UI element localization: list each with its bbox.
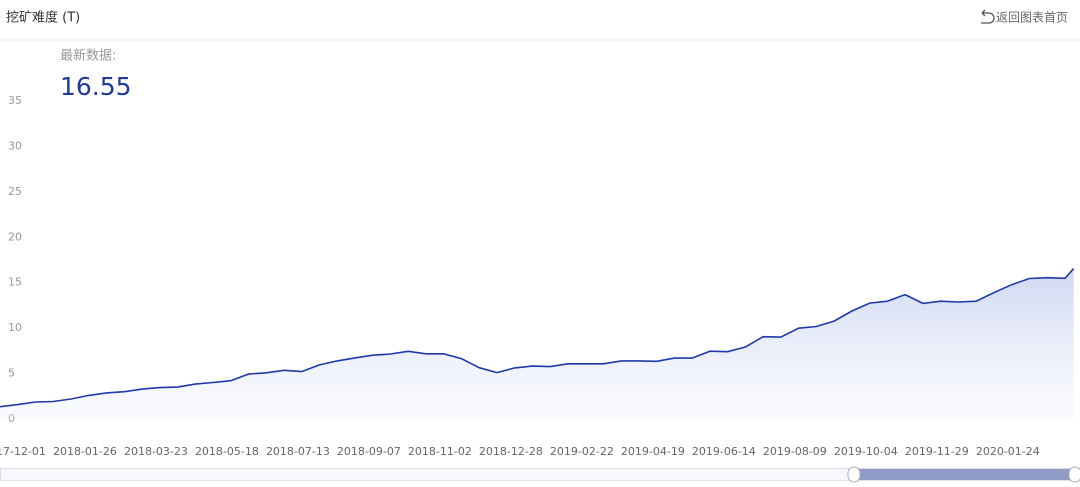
area	[0, 268, 1074, 419]
x-tick-label: 2019-08-09	[763, 445, 827, 458]
y-tick-label: 25	[8, 185, 22, 198]
x-tick-label: 2018-12-28	[479, 445, 543, 458]
x-tick-label: 2019-06-14	[692, 445, 756, 458]
slider-handle[interactable]	[1068, 466, 1080, 483]
x-tick-label: 2017-12-01	[0, 445, 46, 458]
x-tick-label: 2019-04-19	[621, 445, 685, 458]
y-tick-label: 30	[8, 139, 22, 152]
y-tick-label: 35	[8, 94, 22, 107]
x-tick-label: 2018-01-26	[53, 445, 117, 458]
zoom-slider[interactable]	[0, 466, 1080, 483]
x-tick-label: 2018-11-02	[408, 445, 472, 458]
x-tick-label: 2018-03-23	[124, 445, 188, 458]
x-tick-label: 2019-11-29	[905, 445, 969, 458]
y-tick-label: 10	[8, 321, 22, 334]
slider-handle[interactable]	[847, 466, 861, 483]
x-tick-label: 2020-01-24	[976, 445, 1040, 458]
x-tick-label: 2018-05-18	[195, 445, 259, 458]
latest-label: 最新数据:	[60, 48, 116, 64]
plot: 051015202530352017-12-012018-01-262018-0…	[0, 94, 1075, 458]
y-tick-label: 5	[8, 367, 15, 380]
y-tick-label: 15	[8, 276, 22, 289]
x-tick-label: 2019-02-22	[550, 445, 614, 458]
latest-value: 16.55	[60, 72, 132, 101]
x-tick-label: 2019-10-04	[834, 445, 898, 458]
back-link-text[interactable]: 返回图表首页	[996, 11, 1068, 25]
y-tick-label: 20	[8, 230, 22, 243]
back-link[interactable]: 返回图表首页	[981, 9, 1068, 25]
chart-title: 挖矿难度 (T)	[6, 10, 80, 26]
x-tick-label: 2018-09-07	[337, 445, 401, 458]
back-icon	[981, 9, 995, 24]
x-tick-label: 2018-07-13	[266, 445, 330, 458]
slider-window[interactable]	[854, 469, 1074, 480]
line	[0, 268, 1075, 408]
